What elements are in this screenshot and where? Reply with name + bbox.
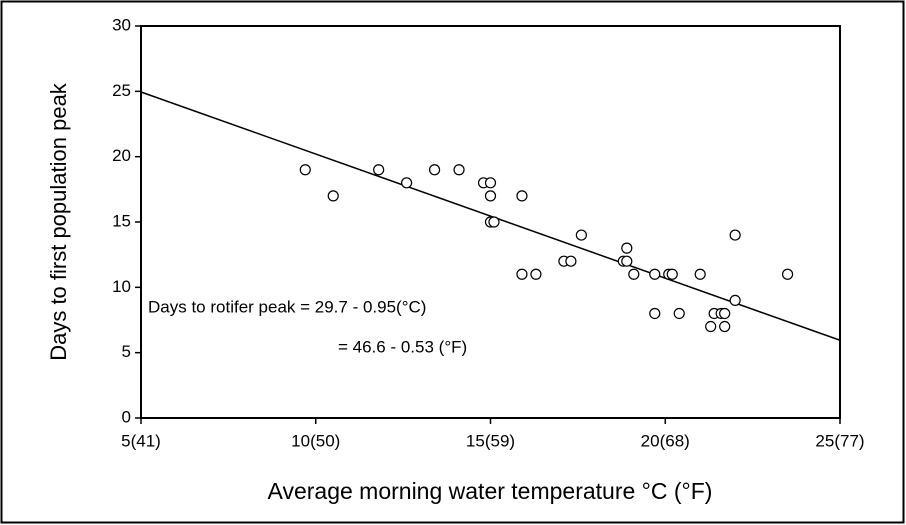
point: [719, 320, 731, 333]
point: [781, 268, 794, 280]
y-tick-label: 15: [112, 211, 131, 230]
point: [694, 268, 706, 280]
point: [516, 190, 528, 202]
point: [649, 268, 661, 280]
fit-line: [140, 91, 841, 341]
point: [530, 268, 542, 280]
point: [628, 268, 640, 280]
point: [575, 229, 587, 241]
x-tick-label: 15(59): [466, 431, 515, 450]
y-tick-label: 5: [122, 342, 131, 361]
point: [621, 242, 633, 254]
y-tick-label: 30: [112, 15, 131, 34]
y-tick-label: 10: [112, 277, 131, 296]
x-tick-label: 25(77): [815, 431, 864, 450]
point: [649, 307, 661, 320]
point: [373, 164, 385, 176]
x-tick-label: 10(50): [291, 431, 340, 450]
x-tick-label: 5(41): [121, 431, 161, 450]
point: [729, 229, 741, 241]
point: [666, 268, 678, 280]
point: [484, 190, 497, 202]
point: [516, 268, 528, 280]
point: [705, 320, 717, 333]
point: [299, 164, 311, 176]
point: [729, 294, 741, 306]
point: [453, 164, 465, 176]
annotation: Days to rotifer peak = 29.7 - 0.95(°C): [148, 297, 426, 316]
x-tick-label: 20(68): [641, 431, 690, 450]
y-tick-label: 20: [112, 146, 131, 165]
point: [719, 307, 731, 320]
x-axis-label: Average morning water temperature °C (°F…: [268, 478, 713, 504]
point: [484, 177, 497, 189]
point: [673, 307, 685, 320]
point: [401, 177, 413, 189]
point: [621, 255, 633, 267]
point: [428, 164, 441, 176]
annotation: = 46.6 - 0.53 (°F): [338, 337, 467, 356]
y-tick-label: 25: [112, 81, 131, 100]
point: [565, 255, 577, 267]
y-tick-label: 0: [122, 407, 131, 426]
y-axis-label: Days to first population peak: [46, 82, 71, 361]
point: [327, 190, 339, 202]
point: [488, 216, 500, 228]
